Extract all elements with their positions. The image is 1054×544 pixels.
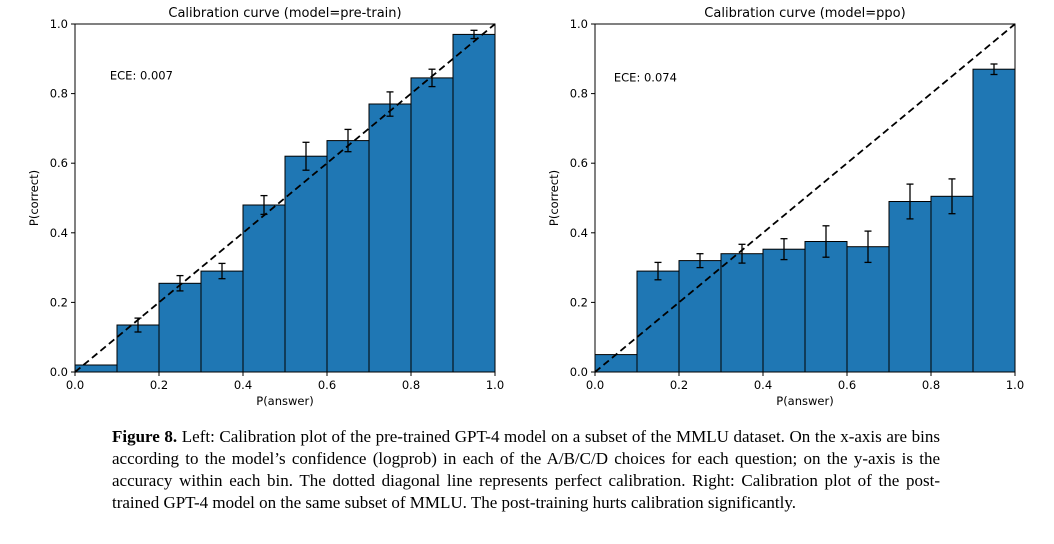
error-bar [696, 253, 704, 269]
error-bar [780, 238, 788, 261]
bar [452, 33, 496, 373]
error-bar [654, 261, 662, 281]
bar [720, 253, 764, 373]
bar [368, 103, 412, 373]
error-bar [864, 230, 872, 264]
plot-border [74, 23, 496, 373]
y-tick-label: 1.0 [50, 17, 68, 31]
error-bar [428, 68, 436, 88]
bar [594, 354, 638, 373]
chart-title: Calibration curve (model=ppo) [704, 6, 905, 21]
bar [804, 241, 848, 373]
y-tick-label: 1.0 [570, 17, 588, 31]
x-tick-label: 0.8 [922, 378, 940, 392]
bar [972, 68, 1016, 373]
y-tick-label: 0.4 [570, 226, 588, 240]
y-tick-label: 0.4 [50, 226, 68, 240]
calibration-chart-ppo: 0.00.0 0.2 0.2 0.4 0.4 0.6 0.6 0.8 0.8 1.0 1.0 Cali… [547, 6, 1024, 408]
y-tick-label: 0.0 [50, 365, 68, 379]
bar [74, 364, 118, 373]
ece-annotation: ECE: 0.007 [110, 69, 173, 83]
chart-title: Calibration curve (model=pre-train) [168, 6, 401, 21]
y-tick-label: 0.6 [50, 156, 68, 170]
bar [888, 201, 932, 373]
error-bar [134, 317, 142, 333]
x-tick-label: 0.6 [318, 378, 336, 392]
error-bar [218, 262, 226, 280]
diagonal-line [74, 23, 496, 373]
error-bar [906, 183, 914, 220]
x-tick-label: 1.0 [486, 378, 504, 392]
diagonal-line [594, 23, 1016, 373]
x-tick-label: 0.6 [838, 378, 856, 392]
y-axis-label: P(correct) [547, 170, 561, 226]
x-tick-label: 0.0 [66, 378, 84, 392]
y-tick-label: 0.2 [50, 295, 68, 309]
x-tick-label: 0.8 [402, 378, 420, 392]
y-axis-label: P(correct) [27, 170, 41, 226]
figure-caption-label: Figure 8. [112, 427, 178, 446]
bar [410, 77, 454, 373]
error-bar [302, 141, 310, 171]
bar [158, 282, 202, 373]
y-tick-label: 0.2 [570, 295, 588, 309]
x-tick-label: 0.2 [670, 378, 688, 392]
bar [284, 155, 328, 373]
error-bar [822, 225, 830, 258]
bar [116, 324, 160, 373]
x-tick-label: 0.0 [586, 378, 604, 392]
bar [200, 270, 244, 373]
bar [678, 260, 722, 373]
x-tick-label: 0.4 [234, 378, 252, 392]
bar [930, 195, 974, 373]
figure-caption-text: Left: Calibration plot of the pre-traine… [112, 427, 941, 513]
error-bar [260, 194, 268, 216]
x-tick-label: 0.2 [150, 378, 168, 392]
plot-border [594, 23, 1016, 373]
figure-caption: Figure 8. Left: Calibration plot of the … [112, 426, 940, 514]
x-tick-label: 1.0 [1006, 378, 1024, 392]
x-axis-label: P(answer) [256, 394, 313, 408]
bar [326, 140, 370, 373]
y-tick-label: 0.8 [50, 87, 68, 101]
charts-row: 0.0 0.0 0.2 0.2 0.4 0.4 0.6 0.6 0.8 0.8 1.0 1.0 Cali… [27, 6, 1024, 408]
ece-annotation: ECE: 0.074 [614, 70, 677, 84]
bar [762, 248, 806, 373]
x-tick-label: 0.4 [754, 378, 772, 392]
error-bar [990, 63, 998, 76]
bar [636, 270, 680, 373]
y-tick-label: 0.0 [570, 365, 588, 379]
calibration-chart-pretrain: 0.00.0 0.2 0.2 0.4 0.4 0.6 0.6 0.8 0.8 1.0 1.0 Cali… [27, 6, 504, 408]
bar [846, 246, 890, 373]
error-bar [344, 128, 352, 153]
y-tick-label: 0.6 [570, 156, 588, 170]
error-bar [386, 91, 394, 117]
error-bar [176, 274, 184, 292]
x-axis-label: P(answer) [776, 394, 833, 408]
error-bar [470, 29, 478, 40]
bar [242, 204, 286, 373]
error-bar [948, 178, 956, 215]
y-tick-label: 0.8 [570, 87, 588, 101]
error-bar [738, 243, 746, 264]
